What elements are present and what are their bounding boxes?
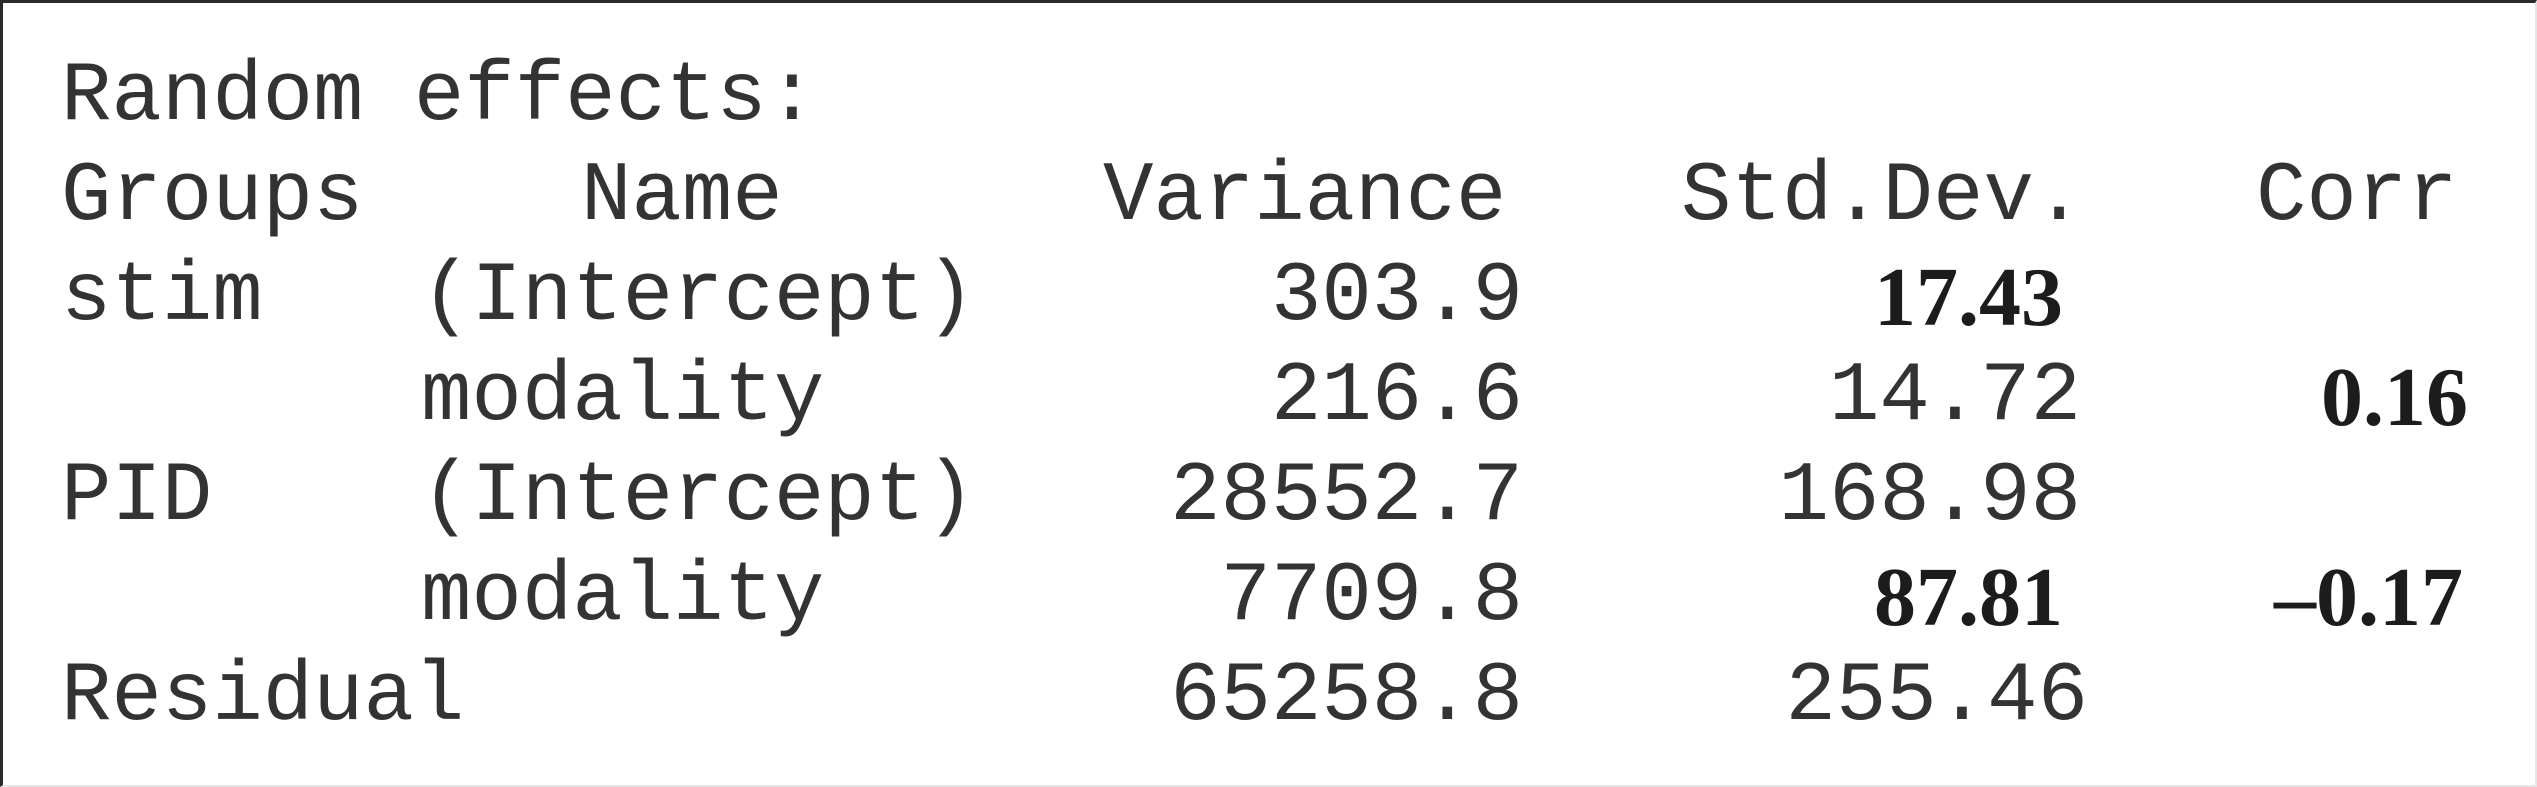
row-corr-highlight: –0.17 [2274, 551, 2463, 644]
row-variance: 65258.8 [1170, 650, 1523, 745]
row-name: (Intercept) [421, 450, 976, 545]
row-name: modality [421, 550, 825, 645]
row-variance: 303.9 [1270, 250, 1523, 345]
row-stddev: 255.46 [1785, 650, 2088, 745]
row-group: Residual [61, 650, 465, 745]
header-stddev: Std.Dev. [1681, 150, 2085, 245]
row-name: (Intercept) [421, 250, 976, 345]
row-group: stim [61, 250, 263, 345]
row-variance: 7709.8 [1220, 550, 1523, 645]
section-title: Random effects: [61, 50, 818, 145]
row-name: modality [421, 350, 825, 445]
row-group: PID [61, 450, 213, 545]
header-groups: Groups [61, 150, 364, 245]
row-stddev: 168.98 [1778, 450, 2081, 545]
row-corr-highlight: 0.16 [2321, 351, 2468, 444]
row-variance: 28552.7 [1170, 450, 1523, 545]
header-name: Name [581, 150, 783, 245]
header-corr: Corr [2256, 150, 2458, 245]
row-stddev-highlight: 87.81 [1874, 551, 2063, 644]
header-variance: Variance [1103, 150, 1507, 245]
row-stddev: 14.72 [1828, 350, 2081, 445]
row-stddev-highlight: 17.43 [1874, 251, 2063, 344]
row-variance: 216.6 [1270, 350, 1523, 445]
